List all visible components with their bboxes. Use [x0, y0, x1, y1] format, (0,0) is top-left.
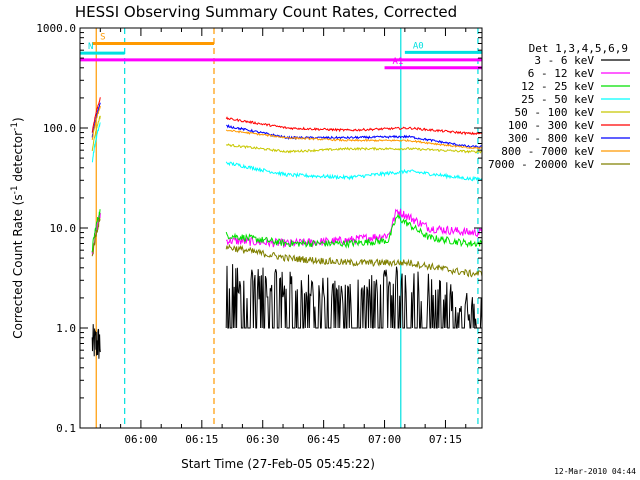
legend-title: Det 1,3,4,5,6,9: [529, 42, 628, 55]
series-line-seg2: [225, 213, 483, 249]
y-axis-label: Corrected Count Rate (s-1 detector-1): [10, 117, 25, 338]
series-line-seg2: [226, 123, 483, 149]
legend-label: 800 - 7000 keV: [501, 145, 594, 158]
flags-layer: SN A0 A1: [80, 32, 482, 70]
series-line-seg1: [91, 122, 101, 163]
x-tick-label: 07:00: [368, 433, 401, 446]
series-line-seg1: [91, 102, 101, 138]
series-line-seg2: [225, 264, 483, 329]
y-tick-label: 1000.0: [36, 22, 76, 35]
y-tick-label: 10.0: [50, 222, 77, 235]
series-line-seg1: [91, 105, 101, 140]
legend-label: 3 - 6 keV: [534, 54, 594, 67]
flag-label: S: [100, 32, 105, 42]
plot-frame: [79, 27, 483, 429]
legend-label: 7000 - 20000 keV: [488, 158, 594, 171]
x-axis-label: Start Time (27-Feb-05 05:45:22): [181, 457, 375, 471]
series-line-seg2: [225, 208, 483, 248]
x-tick-label: 06:00: [124, 433, 157, 446]
legend-label: 6 - 12 keV: [528, 67, 595, 80]
legend-label: 25 - 50 keV: [521, 93, 594, 106]
series-line-seg1: [91, 324, 101, 359]
y-tick-label: 1.0: [56, 322, 76, 335]
series-line-seg1: [91, 217, 101, 257]
series-line-seg1: [91, 97, 101, 133]
flag-label: A1: [393, 57, 404, 67]
flag-label: N: [88, 42, 93, 52]
series-line-seg2: [225, 243, 483, 278]
series-layer: [91, 97, 483, 359]
x-axis: 06:00 06:15 06:30 06:45 07:00 07:15: [99, 28, 467, 446]
series-line-seg2: [225, 116, 483, 136]
series-line-seg2: [225, 143, 483, 154]
legend-label: 50 - 100 keV: [515, 106, 595, 119]
series-line-seg1: [91, 115, 101, 152]
x-tick-label: 07:15: [429, 433, 462, 446]
series-line-seg2: [225, 129, 483, 150]
timestamp: 12-Mar-2010 04:44: [554, 467, 636, 476]
x-tick-label: 06:45: [307, 433, 340, 446]
flag-label: A0: [413, 41, 424, 51]
y-tick-label: 0.1: [56, 422, 76, 435]
y-tick-label: 100.0: [43, 122, 76, 135]
x-tick-label: 06:30: [246, 433, 279, 446]
x-tick-label: 06:15: [185, 433, 218, 446]
y-axis: 1000.0 100.0 10.0 1.0 0.1: [36, 22, 482, 435]
legend-label: 100 - 300 keV: [508, 119, 594, 132]
legend-label: 12 - 25 keV: [521, 80, 594, 93]
chart-title: HESSI Observing Summary Count Rates, Cor…: [75, 3, 457, 21]
legend-label: 300 - 800 keV: [508, 132, 594, 145]
series-line-seg1: [91, 209, 101, 253]
event-markers: [95, 28, 479, 428]
series-line-seg2: [225, 161, 483, 182]
